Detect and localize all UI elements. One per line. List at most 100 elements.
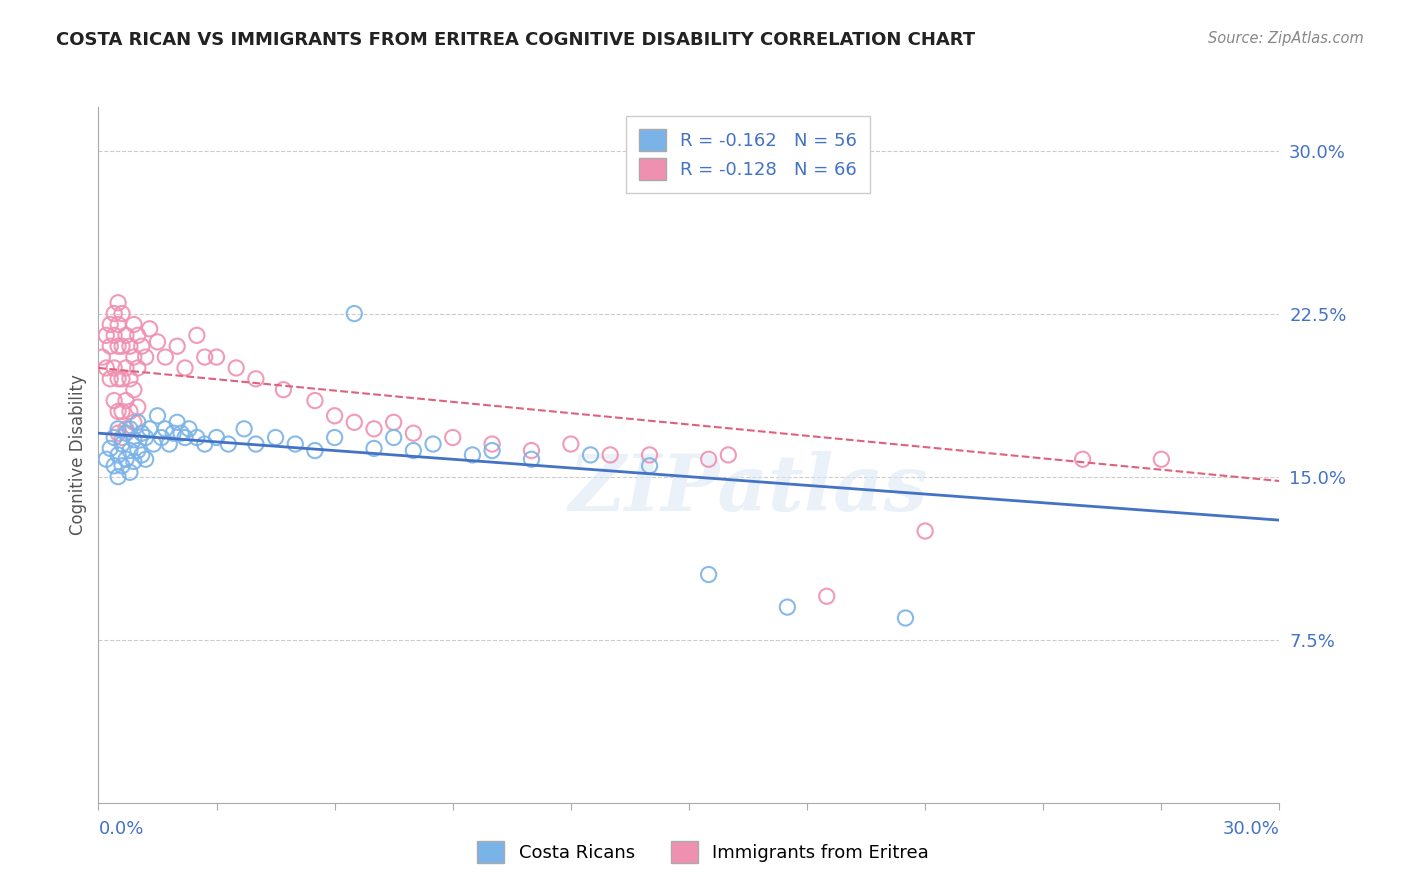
Point bbox=[225, 360, 247, 375]
Point bbox=[363, 442, 385, 456]
Text: 30.0%: 30.0% bbox=[1223, 820, 1279, 838]
Point bbox=[157, 437, 180, 451]
Point bbox=[245, 372, 267, 386]
Point bbox=[1150, 452, 1173, 467]
Point bbox=[155, 422, 177, 436]
Point bbox=[98, 442, 121, 456]
Point bbox=[638, 458, 661, 473]
Point bbox=[363, 422, 385, 436]
Point bbox=[520, 443, 543, 458]
Point bbox=[122, 318, 145, 332]
Point bbox=[177, 422, 200, 436]
Point bbox=[186, 328, 208, 343]
Point bbox=[115, 422, 138, 436]
Point bbox=[402, 443, 425, 458]
Point bbox=[118, 422, 141, 436]
Point bbox=[304, 393, 326, 408]
Point bbox=[127, 328, 149, 343]
Point bbox=[402, 426, 425, 441]
Point bbox=[103, 458, 125, 473]
Point bbox=[304, 443, 326, 458]
Point bbox=[103, 328, 125, 343]
Point bbox=[233, 422, 256, 436]
Point bbox=[111, 437, 134, 451]
Point bbox=[150, 431, 173, 445]
Point bbox=[96, 360, 118, 375]
Legend: Costa Ricans, Immigrants from Eritrea: Costa Ricans, Immigrants from Eritrea bbox=[467, 830, 939, 874]
Point bbox=[115, 393, 138, 408]
Point bbox=[697, 452, 720, 467]
Point bbox=[115, 328, 138, 343]
Point bbox=[217, 437, 239, 451]
Point bbox=[107, 404, 129, 418]
Point bbox=[107, 318, 129, 332]
Point bbox=[118, 443, 141, 458]
Point bbox=[174, 360, 197, 375]
Point bbox=[697, 567, 720, 582]
Point bbox=[96, 452, 118, 467]
Point bbox=[98, 318, 121, 332]
Point bbox=[115, 452, 138, 467]
Point bbox=[560, 437, 582, 451]
Point bbox=[599, 448, 621, 462]
Point bbox=[103, 360, 125, 375]
Point bbox=[343, 415, 366, 429]
Point bbox=[914, 524, 936, 538]
Point bbox=[520, 452, 543, 467]
Point bbox=[131, 448, 153, 462]
Point bbox=[717, 448, 740, 462]
Point bbox=[441, 431, 464, 445]
Point bbox=[115, 360, 138, 375]
Point bbox=[142, 437, 165, 451]
Point bbox=[107, 422, 129, 436]
Point bbox=[323, 409, 346, 423]
Point bbox=[194, 350, 217, 364]
Text: Source: ZipAtlas.com: Source: ZipAtlas.com bbox=[1208, 31, 1364, 46]
Point bbox=[122, 350, 145, 364]
Point bbox=[162, 426, 184, 441]
Point bbox=[166, 339, 188, 353]
Y-axis label: Cognitive Disability: Cognitive Disability bbox=[69, 375, 87, 535]
Point bbox=[122, 433, 145, 447]
Point bbox=[135, 350, 157, 364]
Point bbox=[115, 426, 138, 441]
Point bbox=[131, 339, 153, 353]
Point bbox=[107, 426, 129, 441]
Point bbox=[118, 339, 141, 353]
Point bbox=[131, 426, 153, 441]
Point bbox=[155, 350, 177, 364]
Point bbox=[122, 454, 145, 468]
Point bbox=[127, 415, 149, 429]
Point bbox=[776, 600, 799, 615]
Point bbox=[118, 372, 141, 386]
Point bbox=[186, 431, 208, 445]
Point bbox=[111, 404, 134, 418]
Point bbox=[273, 383, 295, 397]
Point bbox=[138, 322, 160, 336]
Text: ZIPatlas: ZIPatlas bbox=[568, 451, 928, 528]
Point bbox=[284, 437, 307, 451]
Point bbox=[111, 458, 134, 473]
Point bbox=[205, 431, 228, 445]
Point bbox=[111, 307, 134, 321]
Point bbox=[111, 339, 134, 353]
Point bbox=[146, 334, 169, 349]
Point bbox=[481, 443, 503, 458]
Point bbox=[135, 431, 157, 445]
Point bbox=[122, 415, 145, 429]
Point bbox=[127, 360, 149, 375]
Point bbox=[894, 611, 917, 625]
Point bbox=[127, 443, 149, 458]
Point bbox=[194, 437, 217, 451]
Point bbox=[579, 448, 602, 462]
Text: COSTA RICAN VS IMMIGRANTS FROM ERITREA COGNITIVE DISABILITY CORRELATION CHART: COSTA RICAN VS IMMIGRANTS FROM ERITREA C… bbox=[56, 31, 976, 49]
Point bbox=[127, 400, 149, 414]
Point bbox=[91, 350, 114, 364]
Point bbox=[96, 328, 118, 343]
Point bbox=[461, 448, 484, 462]
Point bbox=[638, 448, 661, 462]
Point bbox=[98, 339, 121, 353]
Point bbox=[422, 437, 444, 451]
Point bbox=[98, 372, 121, 386]
Point bbox=[107, 448, 129, 462]
